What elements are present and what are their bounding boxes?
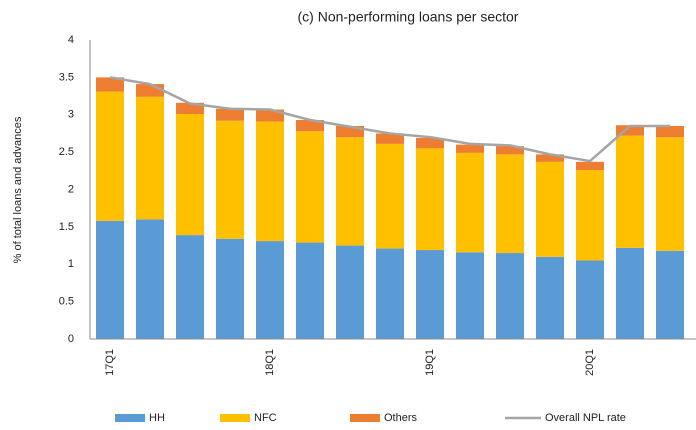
bar-segment: [656, 250, 684, 339]
bar-segment: [536, 256, 564, 339]
line-series: [109, 76, 670, 163]
legend-label: NFC: [254, 412, 277, 424]
bar-segment: [96, 220, 124, 339]
bar-segment: [176, 235, 204, 339]
bar-segment: [536, 154, 564, 162]
bar-segment: [336, 245, 364, 339]
bar-segment: [176, 114, 204, 236]
x-tick-label: 18Q1: [264, 349, 276, 376]
x-tick-label: 19Q1: [424, 349, 436, 376]
legend-label: Others: [384, 412, 418, 424]
bar-segment: [496, 154, 524, 254]
bar-segment: [376, 143, 404, 249]
y-axis-label: % of total loans and advances: [12, 116, 24, 263]
y-tick-label: 0.5: [59, 296, 74, 308]
bar-segment: [656, 137, 684, 251]
bar-segment: [616, 125, 644, 136]
bar-segment: [456, 152, 484, 253]
y-tick-label: 1: [68, 258, 74, 270]
bar-segment: [296, 119, 324, 132]
bar-segment: [496, 253, 524, 339]
bar-segment: [576, 260, 604, 339]
legend-label: HH: [149, 412, 165, 424]
bar-segment: [376, 133, 404, 144]
legend-swatch: [115, 414, 145, 422]
bar-segment: [576, 170, 604, 261]
y-tick-label: 3: [68, 109, 74, 121]
bar-segment: [96, 77, 124, 92]
bar-segment: [456, 252, 484, 339]
bar-segment: [296, 242, 324, 339]
bar-segment: [496, 146, 524, 155]
legend-label: Overall NPL rate: [545, 412, 626, 424]
bar-segment: [416, 250, 444, 339]
bar-segment: [96, 91, 124, 221]
bar-segment: [416, 137, 444, 149]
bar-segment: [416, 148, 444, 251]
y-tick-label: 1.5: [59, 221, 74, 233]
bar-segment: [136, 219, 164, 339]
bar-segment: [256, 121, 284, 242]
bar-segment: [576, 161, 604, 171]
bar-segment: [256, 241, 284, 339]
bar-segment: [216, 108, 244, 121]
bar-segment: [616, 247, 644, 339]
y-tick-label: 4: [68, 34, 74, 46]
y-tick-label: 2: [68, 183, 74, 195]
bar-segment: [136, 84, 164, 97]
x-tick-label: 20Q1: [584, 349, 596, 376]
legend-swatch: [350, 414, 380, 422]
bar-segment: [256, 109, 284, 122]
chart-title: (c) Non-performing loans per sector: [298, 9, 519, 25]
legend-swatch: [220, 414, 250, 422]
bar-segment: [336, 125, 364, 138]
y-tick-label: 0: [68, 333, 74, 345]
bar-segment: [296, 131, 324, 243]
bar-segment: [616, 135, 644, 248]
bar-segment: [656, 125, 684, 138]
bar-segment: [136, 96, 164, 220]
bar-segment: [376, 248, 404, 339]
bar-segment: [336, 137, 364, 246]
bar-segment: [176, 102, 204, 115]
y-tick-label: 3.5: [59, 71, 74, 83]
bar-segment: [536, 161, 564, 257]
x-tick-label: 17Q1: [104, 349, 116, 376]
bar-segment: [216, 238, 244, 339]
y-tick-label: 2.5: [59, 146, 74, 158]
bar-segment: [456, 144, 484, 153]
bar-segment: [216, 120, 244, 239]
